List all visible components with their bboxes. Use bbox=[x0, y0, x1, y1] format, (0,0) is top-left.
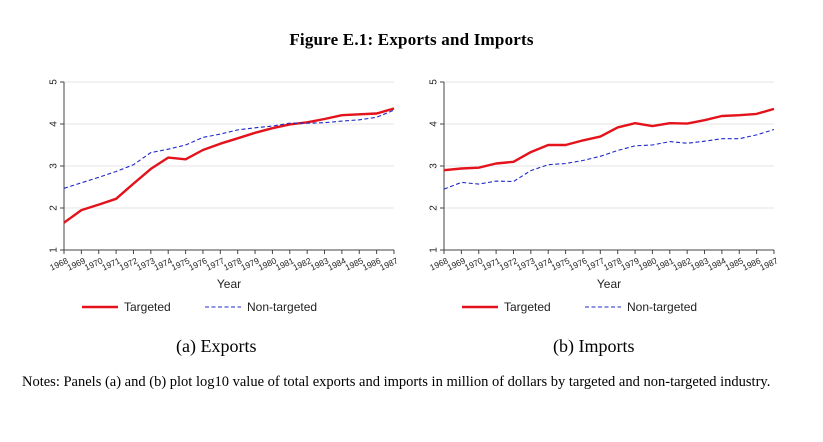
y-tick-label: 5 bbox=[49, 79, 60, 85]
x-axis-title: Year bbox=[217, 277, 241, 291]
y-tick-label: 3 bbox=[49, 163, 60, 169]
figure-title: Figure E.1: Exports and Imports bbox=[289, 30, 534, 49]
imports-panel: 1 2 3 4 5 1968 1969 1970 1971 1972 1973 1974 1975 197… bbox=[400, 68, 780, 330]
x-axis-title: Year bbox=[597, 277, 621, 291]
x-tick-label: 1987 bbox=[758, 255, 780, 272]
imports-chart: 1234519681969197019711972197319741975197… bbox=[428, 79, 780, 314]
y-tick-label: 2 bbox=[429, 205, 440, 211]
exports-chart: 1234519681969197019711972197319741975197… bbox=[48, 79, 400, 314]
imports-caption: (b) Imports bbox=[553, 336, 635, 356]
legend-label: Targeted bbox=[124, 300, 171, 314]
legend-label: Non-targeted bbox=[247, 300, 317, 314]
figure-notes: Notes: Panels (a) and (b) plot log10 val… bbox=[22, 374, 771, 390]
y-tick-label: 2 bbox=[49, 205, 60, 211]
y-tick-label: 5 bbox=[429, 79, 440, 85]
y-tick-label: 4 bbox=[429, 121, 440, 127]
series-line-non-targeted bbox=[443, 128, 775, 190]
legend-label: Targeted bbox=[504, 300, 551, 314]
y-tick-label: 1 bbox=[429, 247, 440, 253]
exports-caption: (a) Exports bbox=[176, 336, 257, 356]
y-tick-label: 4 bbox=[49, 121, 60, 127]
series-line-targeted bbox=[63, 107, 395, 224]
series-line-non-targeted bbox=[63, 109, 395, 189]
x-tick-label: 1987 bbox=[378, 255, 400, 272]
y-tick-label: 1 bbox=[49, 247, 60, 253]
series-line-targeted bbox=[443, 107, 775, 172]
legend-label: Non-targeted bbox=[627, 300, 697, 314]
y-tick-label: 3 bbox=[429, 163, 440, 169]
exports-panel: 1 2 3 4 5 1968 1969 1970 1971 1972 1973 1974 1975 197… bbox=[20, 68, 400, 330]
